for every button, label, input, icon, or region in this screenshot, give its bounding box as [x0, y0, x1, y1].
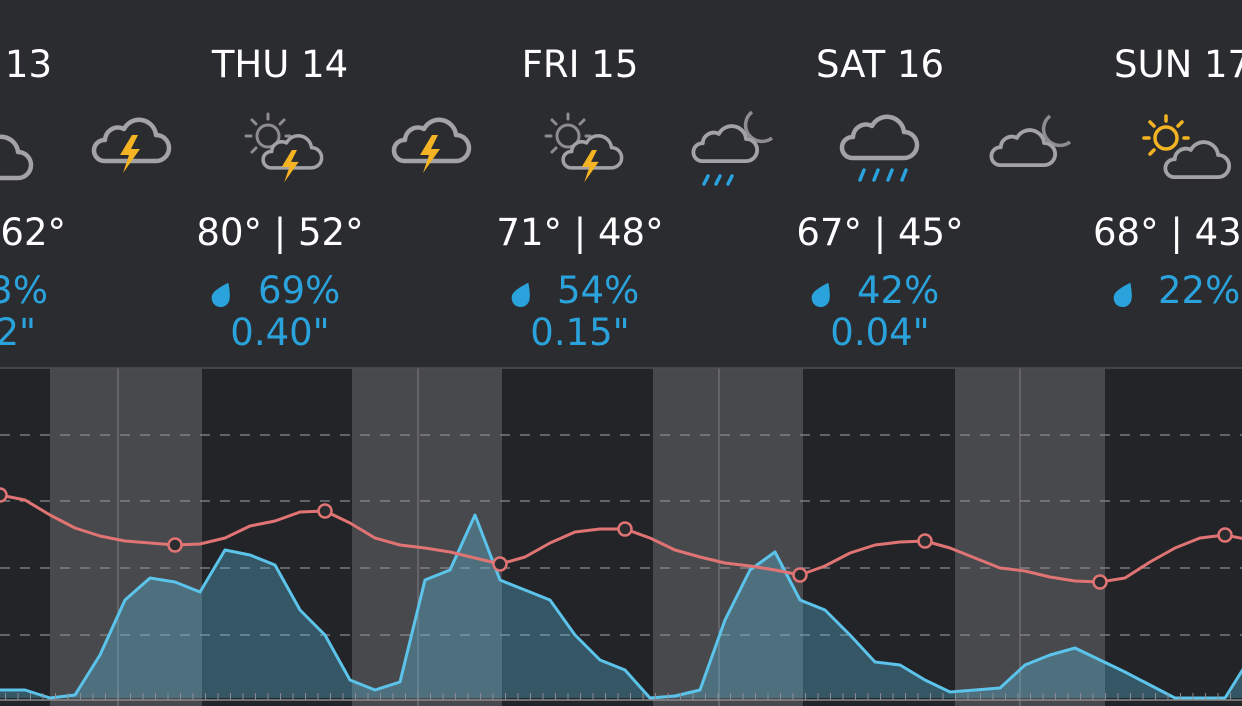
- day-band: [50, 368, 202, 706]
- time-ticks: [0, 693, 1242, 701]
- precip-chance: 3%: [0, 269, 48, 312]
- header-bg: [0, 0, 1242, 368]
- temperature-point: [917, 533, 933, 549]
- temperature-point: [0, 487, 8, 503]
- precip-amount: 0.15": [530, 311, 629, 354]
- day-column: SAT 16 67° | 45° 42% 0.04": [796, 43, 963, 354]
- day-column: THU 14 80° | 52° 69% 0.40": [196, 43, 363, 354]
- icon-night-cloud: [989, 114, 1072, 168]
- high-low: 68° | 43: [1093, 211, 1242, 254]
- precip-line: [0, 513, 1242, 700]
- day-column: 13 62° 3% 2": [0, 43, 66, 354]
- icon-sun-thunder: [544, 112, 624, 183]
- day-label: 13: [5, 43, 52, 86]
- high-low: 80° | 52°: [196, 211, 363, 254]
- precip-area: [0, 515, 1242, 698]
- precip-chance: 54%: [557, 269, 639, 312]
- precip-chance: 69%: [258, 269, 340, 312]
- day-label: THU 14: [211, 43, 348, 86]
- temperature-point: [617, 521, 633, 537]
- day-label: SUN 17: [1114, 43, 1242, 86]
- precip-chance: 42%: [857, 269, 939, 312]
- plot: [0, 487, 1242, 700]
- temperature-point: [1092, 574, 1108, 590]
- day-band: [352, 368, 502, 706]
- icon-sun-cloud: [1142, 114, 1232, 180]
- temperature-point: [1217, 527, 1233, 543]
- temperature-point: [167, 537, 183, 553]
- icon-sun-thunder: [244, 112, 324, 183]
- high-low: 71° | 48°: [496, 211, 663, 254]
- icon-night-rain: [691, 110, 774, 186]
- day-band: [653, 368, 803, 706]
- temperature-point: [792, 567, 808, 583]
- temperature-point: [492, 556, 508, 572]
- temperature-point: [317, 503, 333, 519]
- day-column: SUN 17 68° | 43 22%: [1093, 43, 1242, 312]
- icon-rain: [842, 117, 917, 182]
- precip-chance: 22%: [1158, 269, 1240, 312]
- high-low: 62°: [0, 211, 66, 254]
- precip-amount: 0.40": [230, 311, 329, 354]
- guide-lines: [0, 434, 1242, 636]
- day-label: FRI 15: [522, 43, 639, 86]
- precip-amount: 2": [0, 311, 36, 354]
- weather-icons: [0, 110, 1232, 186]
- high-low: 67° | 45°: [796, 211, 963, 254]
- daylight-bands: [0, 367, 1242, 706]
- day-label: SAT 16: [816, 43, 944, 86]
- precip-amount: 0.04": [830, 311, 929, 354]
- day-column: FRI 15 71° | 48° 54% 0.15": [496, 43, 663, 354]
